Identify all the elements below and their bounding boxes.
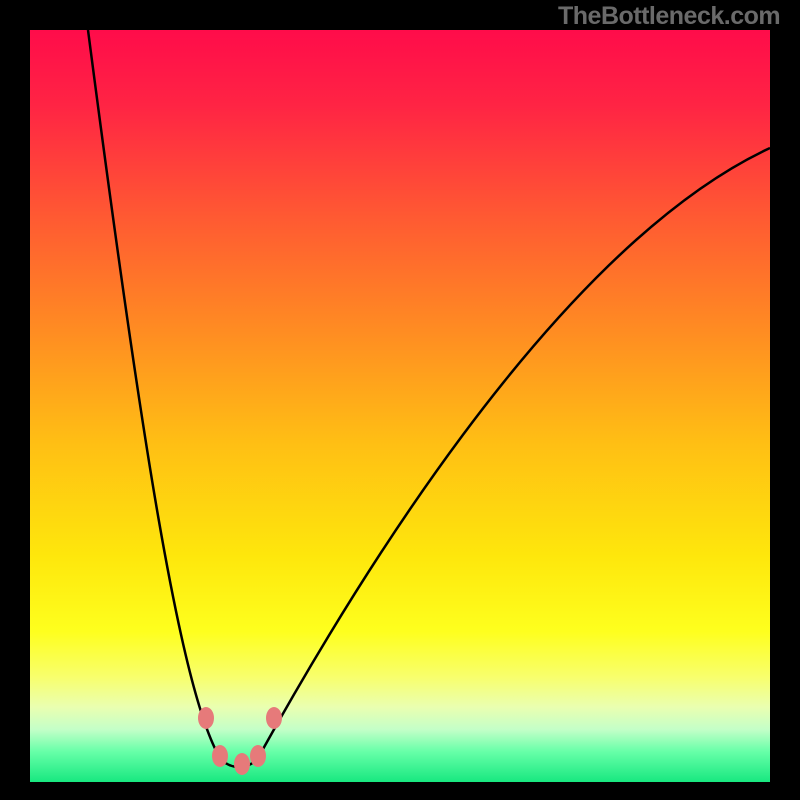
highlight-dot [266, 707, 282, 729]
watermark-text: TheBottleneck.com [558, 2, 780, 31]
chart-frame [0, 0, 800, 800]
highlight-dot [198, 707, 214, 729]
chart-svg [0, 0, 800, 800]
highlight-dot [234, 753, 250, 775]
highlight-dot [212, 745, 228, 767]
highlight-dot [250, 745, 266, 767]
